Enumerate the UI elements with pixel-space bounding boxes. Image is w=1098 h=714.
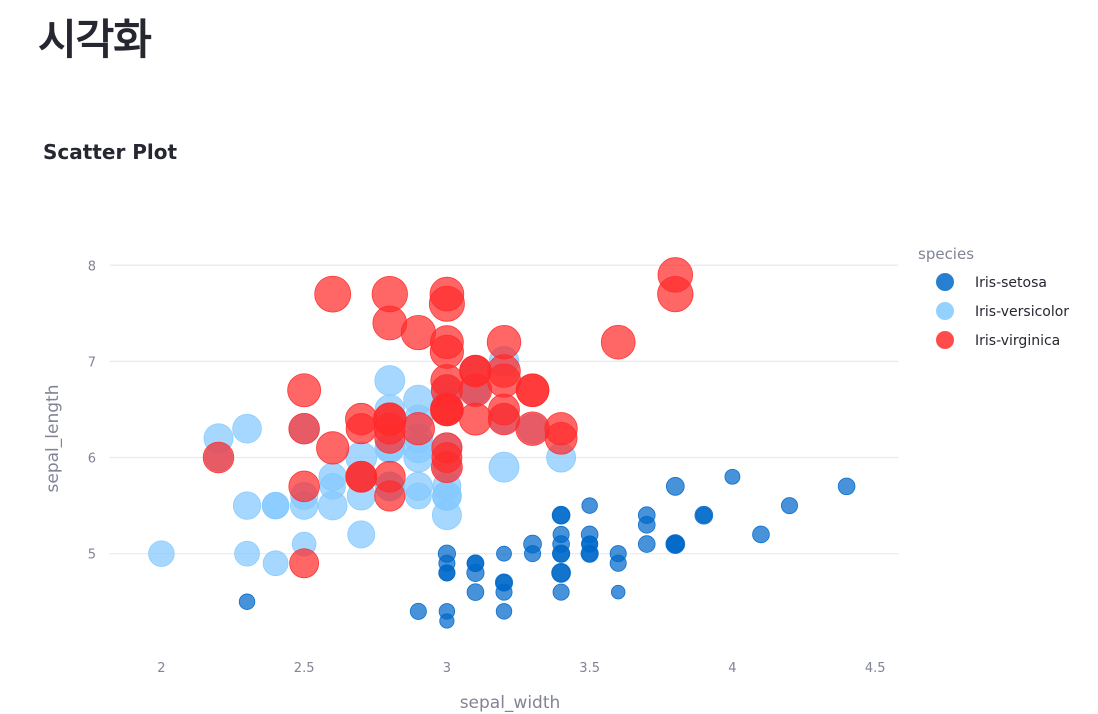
data-point[interactable] [374, 365, 406, 397]
data-point[interactable] [431, 451, 463, 484]
data-point[interactable] [552, 535, 570, 553]
data-point[interactable] [515, 411, 550, 446]
data-point[interactable] [695, 507, 713, 524]
data-point[interactable] [637, 516, 656, 534]
legend-title: species [918, 245, 974, 263]
x-tick-label: 2 [157, 661, 165, 676]
points-layer [148, 257, 856, 629]
y-tick-label: 8 [88, 259, 96, 274]
series-iris-setosa [238, 468, 856, 629]
data-point[interactable] [524, 545, 542, 563]
data-point[interactable] [437, 544, 456, 563]
data-point[interactable] [372, 305, 408, 341]
data-point[interactable] [780, 497, 799, 515]
data-point[interactable] [610, 584, 626, 600]
data-point[interactable] [374, 480, 406, 512]
data-point[interactable] [551, 563, 571, 583]
x-tick-label: 3.5 [579, 661, 600, 676]
data-point[interactable] [347, 520, 376, 549]
data-point[interactable] [314, 275, 352, 313]
series-iris-virginica [202, 257, 694, 579]
data-point[interactable] [288, 470, 320, 503]
data-point[interactable] [429, 276, 465, 312]
data-point[interactable] [345, 413, 377, 445]
data-point[interactable] [409, 602, 427, 620]
data-point[interactable] [317, 490, 348, 521]
data-point[interactable] [657, 257, 694, 293]
data-point[interactable] [495, 583, 513, 601]
data-point[interactable] [232, 413, 262, 444]
data-point[interactable] [487, 402, 521, 436]
data-point[interactable] [232, 491, 262, 520]
data-point[interactable] [552, 506, 570, 525]
data-point[interactable] [430, 393, 463, 426]
data-point[interactable] [289, 548, 320, 579]
legend-item[interactable]: Iris-setosa [975, 275, 1047, 291]
data-point[interactable] [403, 471, 433, 501]
data-point[interactable] [724, 468, 741, 485]
data-point[interactable] [466, 554, 485, 573]
legend-item[interactable]: Iris-virginica [975, 333, 1060, 349]
y-axis-title: sepal_length [43, 385, 63, 493]
legend: species Iris-setosa Iris-versicolor Iris-v… [918, 245, 1069, 349]
data-point[interactable] [234, 540, 260, 567]
data-point[interactable] [288, 412, 320, 445]
data-point[interactable] [488, 451, 520, 483]
data-point[interactable] [496, 545, 512, 562]
data-point[interactable] [600, 324, 636, 360]
data-point[interactable] [665, 477, 685, 496]
legend-marker [936, 331, 954, 349]
data-point[interactable] [486, 324, 522, 360]
data-point[interactable] [148, 540, 175, 567]
data-point[interactable] [837, 477, 856, 496]
data-point[interactable] [466, 583, 485, 601]
data-point[interactable] [637, 535, 656, 553]
y-tick-label: 5 [88, 548, 96, 563]
data-point[interactable] [262, 492, 290, 520]
data-point[interactable] [345, 460, 378, 493]
y-tick-label: 7 [88, 355, 96, 370]
data-point[interactable] [580, 544, 599, 563]
data-point[interactable] [609, 554, 627, 572]
data-point[interactable] [580, 525, 599, 544]
x-tick-label: 3 [443, 661, 451, 676]
x-tick-label: 4 [728, 661, 736, 676]
data-point[interactable] [458, 402, 492, 436]
data-point[interactable] [552, 583, 570, 601]
x-tick-label: 2.5 [294, 661, 315, 676]
data-point[interactable] [666, 534, 685, 554]
data-point[interactable] [262, 550, 289, 577]
page-title: 시각화 [38, 15, 152, 64]
axes-layer: sepal_width sepal_length 5 6 7 8 2 2.5 3 3.5 4 4.… [43, 259, 886, 713]
data-point[interactable] [429, 325, 464, 360]
data-point[interactable] [438, 564, 456, 582]
section-title: Scatter Plot [43, 140, 178, 164]
legend-marker [936, 273, 954, 291]
legend-marker [936, 302, 954, 320]
data-point[interactable] [373, 412, 406, 445]
x-axis-title: sepal_width [460, 693, 561, 713]
data-point[interactable] [752, 525, 770, 544]
data-point[interactable] [581, 497, 598, 514]
legend-item[interactable]: Iris-versicolor [975, 304, 1069, 320]
data-point[interactable] [287, 373, 322, 408]
data-point[interactable] [515, 373, 550, 407]
data-point[interactable] [316, 431, 350, 465]
data-point[interactable] [486, 363, 522, 398]
data-point[interactable] [438, 603, 456, 620]
y-tick-label: 6 [88, 452, 96, 467]
data-point[interactable] [202, 441, 235, 474]
data-point[interactable] [238, 593, 256, 610]
data-point[interactable] [401, 412, 435, 446]
data-point[interactable] [459, 355, 492, 387]
data-point[interactable] [544, 421, 578, 455]
data-point[interactable] [318, 462, 347, 491]
data-point[interactable] [495, 603, 513, 620]
x-tick-label: 4.5 [865, 661, 886, 676]
